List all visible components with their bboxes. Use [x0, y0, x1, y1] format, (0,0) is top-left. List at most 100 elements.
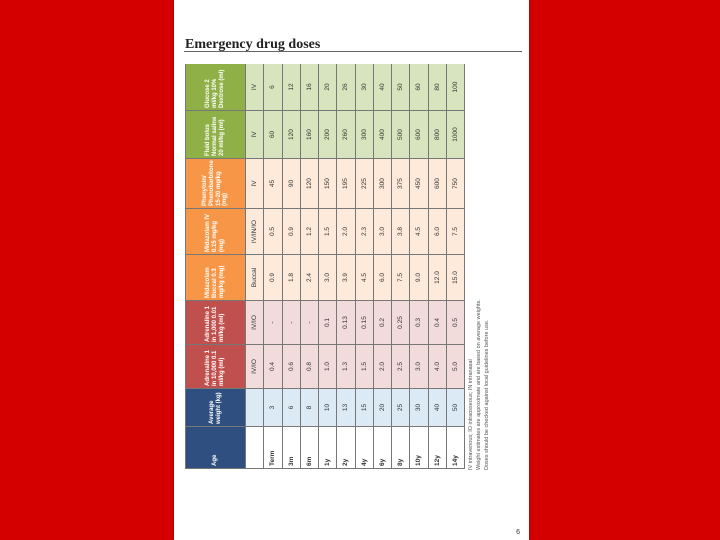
title-divider [184, 51, 522, 52]
table-cell: 6 [263, 64, 282, 111]
table-cell: 3.0 [318, 254, 337, 301]
table-cell: 12 [282, 64, 301, 111]
table-cell: 40 [428, 388, 447, 427]
table-cell: 5.0 [446, 344, 465, 389]
table-cell: 20 [318, 64, 337, 111]
table-cell: 25 [391, 388, 410, 427]
table-cell: 6.0 [428, 208, 447, 255]
table-cell-age: 2y [336, 426, 355, 469]
header-glucose: Glucose 2 ml/kg 10% Dextrose (ml) [185, 64, 246, 111]
table-cell: 0.4 [428, 300, 447, 345]
table-cell: 800 [428, 110, 447, 159]
document-page: Emergency drug doses Age Average weight … [174, 0, 529, 540]
table-cell: 26 [336, 64, 355, 111]
table-cell-age [245, 426, 264, 469]
table-cell-age: 10y [409, 426, 428, 469]
table-row: 6m 8 0.8 - 2.4 1.2 120 160 16 [300, 64, 319, 469]
table-cell: IV [245, 64, 264, 111]
header-phenytoin: Phenytoin/ Phenobarbitone 15-20 mg/kg (m… [185, 158, 246, 209]
table-cell: 375 [391, 158, 410, 209]
header-age: Age [185, 426, 246, 469]
table-row: 8y 25 2.5 0.25 7.5 3.8 375 500 50 [391, 64, 410, 469]
header-adrenaline-10000: Adrenaline 1 in 10,000 0.1 ml/kg (ml) [185, 344, 246, 389]
header-fluid-bolus: Fluid bolus Normal saline 20 ml/kg (ml) [185, 110, 246, 159]
table-cell: 3.8 [391, 208, 410, 255]
table-cell: IV/IO [245, 300, 264, 345]
table-cell-age: 1y [318, 426, 337, 469]
table-cell: 16 [300, 64, 319, 111]
page-number: 6 [516, 529, 520, 536]
table-cell: 260 [336, 110, 355, 159]
table-cell: 10 [318, 388, 337, 427]
header-row: Age Average weight (kg) Adrenaline 1 in … [185, 64, 246, 469]
table-cell-age: 4y [355, 426, 374, 469]
table-cell: 200 [318, 110, 337, 159]
table-cell: 2.0 [336, 208, 355, 255]
footnote-container: IV intravenous; IO intraosseous; IN intr… [467, 210, 525, 470]
table-cell [245, 388, 264, 427]
table-cell: 3.0 [409, 344, 428, 389]
table-cell: 30 [409, 388, 428, 427]
table-row: 2y 13 1.3 0.13 3.9 2.0 195 260 26 [336, 64, 355, 469]
table-cell: 60 [409, 64, 428, 111]
table-cell: 225 [355, 158, 374, 209]
header-adrenaline-1000: Adrenaline 1 in 1,000 0.01 ml/kg (ml) [185, 300, 246, 345]
table-cell: IV [245, 110, 264, 159]
table-row: 3m 6 0.6 - 1.8 0.9 90 120 12 [282, 64, 301, 469]
table-cell: 120 [282, 110, 301, 159]
table-cell-age: 6y [373, 426, 392, 469]
table-row: 4y 15 1.5 0.15 4.5 2.3 225 300 30 [355, 64, 374, 469]
table-cell: 150 [318, 158, 337, 209]
table-cell: 2.0 [373, 344, 392, 389]
table-cell: IV/IO [245, 344, 264, 389]
table-cell: 6.0 [373, 254, 392, 301]
table-cell: 0.1 [318, 300, 337, 345]
table-cell: 300 [373, 158, 392, 209]
table-cell: - [263, 300, 282, 345]
header-midazolam-buccal: Midazolam Buccal 0.3 mg/kg (mg) [185, 254, 246, 301]
table-cell: 400 [373, 110, 392, 159]
rotated-table-frame: Age Average weight (kg) Adrenaline 1 in … [185, 64, 465, 469]
table-cell: 2.4 [300, 254, 319, 301]
drug-dose-table: Age Average weight (kg) Adrenaline 1 in … [185, 64, 465, 469]
table-cell: 15 [355, 388, 374, 427]
table-cell: 4.5 [355, 254, 374, 301]
footnote-line: Weight estimates are approximate and are… [476, 299, 482, 470]
table-cell: 7.5 [391, 254, 410, 301]
table-cell: 750 [446, 158, 465, 209]
table-cell: - [282, 300, 301, 345]
table-cell-age: 6m [300, 426, 319, 469]
footnote-line: Doses should be checked against local gu… [484, 319, 490, 470]
table-cell: 8 [300, 388, 319, 427]
document-title: Emergency drug doses [185, 37, 321, 52]
table-cell: 4.5 [409, 208, 428, 255]
table-row: 1y 10 1.0 0.1 3.0 1.5 150 200 20 [318, 64, 337, 469]
table-cell: 1.5 [355, 344, 374, 389]
table-cell: 9.0 [409, 254, 428, 301]
table-cell: 1.3 [336, 344, 355, 389]
table-cell: 0.5 [446, 300, 465, 345]
table-row: 14y 50 5.0 0.5 15.0 7.5 750 1000 100 [446, 64, 465, 469]
table-cell: 12.0 [428, 254, 447, 301]
table-cell: 1.5 [318, 208, 337, 255]
table-cell: 45 [263, 158, 282, 209]
table-cell-age: 12y [428, 426, 447, 469]
header-weight: Average weight (kg) [185, 388, 246, 427]
table-cell: 90 [282, 158, 301, 209]
table-cell: 40 [373, 64, 392, 111]
drug-dose-table-container: Age Average weight (kg) Adrenaline 1 in … [185, 64, 465, 469]
header-midazolam-iv: Midazolam IV 0.15 mg/kg (mg) [185, 208, 246, 255]
table-cell: 0.15 [355, 300, 374, 345]
table-cell: 0.13 [336, 300, 355, 345]
table-cell: 0.6 [282, 344, 301, 389]
table-cell: 1.8 [282, 254, 301, 301]
table-cell-age: Term [263, 426, 282, 469]
table-cell: 0.9 [282, 208, 301, 255]
table-cell: 80 [428, 64, 447, 111]
table-cell: 500 [391, 110, 410, 159]
table-cell-age: 8y [391, 426, 410, 469]
table-cell: 3.0 [373, 208, 392, 255]
table-cell: 0.5 [263, 208, 282, 255]
table-cell: 2.3 [355, 208, 374, 255]
table-cell: 15.0 [446, 254, 465, 301]
